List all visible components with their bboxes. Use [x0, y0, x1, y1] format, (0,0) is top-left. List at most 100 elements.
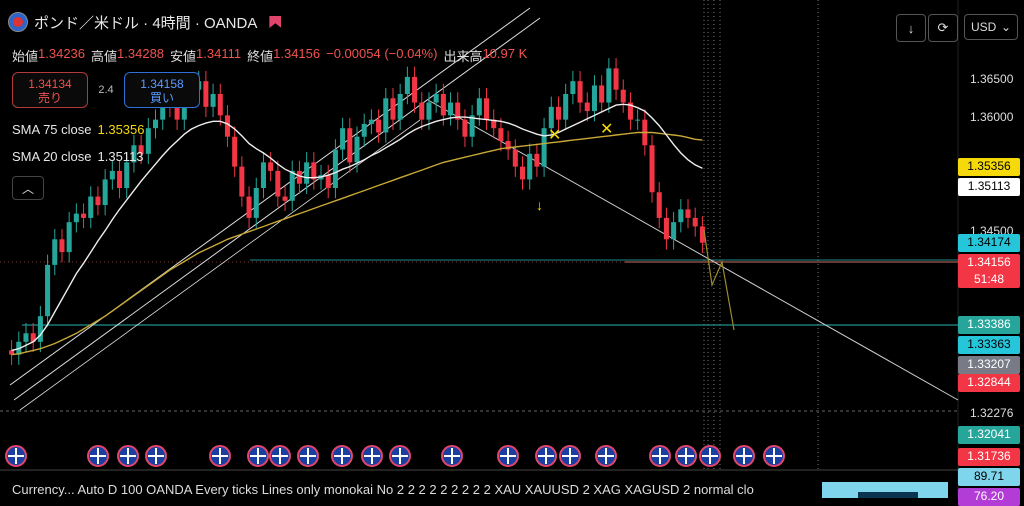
price-label: 1.31736	[958, 448, 1020, 466]
candle-body	[534, 153, 540, 167]
candle-body	[476, 98, 482, 116]
candle-body	[570, 81, 576, 94]
price-label: 1.35113	[958, 178, 1020, 196]
screenshot-button[interactable]: ⟳	[928, 14, 958, 42]
candle-body	[519, 166, 526, 180]
candle-body	[73, 213, 79, 223]
candle-body	[174, 106, 180, 120]
currency-select[interactable]: USD ⌄	[964, 14, 1018, 40]
candle-body	[282, 196, 288, 201]
indicator-panel-inner	[858, 492, 918, 498]
candle-body	[505, 141, 511, 150]
candle-body	[246, 196, 252, 218]
candle-body	[541, 128, 547, 167]
candle-body	[88, 196, 94, 218]
chart-header: ポンド／米ドル · 4時間 · OANDA	[8, 10, 282, 34]
candle-body	[117, 170, 123, 188]
candle-body	[347, 128, 353, 163]
price-label: 1.34174	[958, 234, 1020, 252]
candle-body	[304, 162, 310, 184]
sma20-name: SMA 20 close	[12, 149, 92, 164]
candle-body	[599, 85, 605, 103]
candle-body	[9, 350, 15, 355]
candle-body	[404, 76, 410, 94]
candle-body	[591, 85, 597, 112]
candle-body	[678, 209, 684, 223]
candle-body	[332, 149, 338, 188]
buy-label: 買い	[149, 91, 174, 105]
candle-body	[548, 106, 554, 129]
arrow-down-marker: ↓	[536, 197, 543, 213]
candle-body	[37, 316, 43, 342]
candle-body	[613, 68, 619, 90]
candle-body	[268, 162, 274, 171]
buy-button[interactable]: 1.34158 買い	[124, 72, 200, 108]
candle-body	[275, 170, 281, 197]
down-arrow-button[interactable]: ↓	[896, 14, 926, 42]
candle-body	[426, 102, 432, 120]
candle-body	[699, 226, 705, 243]
candle-body	[685, 209, 691, 218]
candle-body	[383, 98, 389, 133]
candle-body	[109, 170, 115, 180]
candle-body	[325, 175, 331, 188]
candle-body	[95, 196, 101, 206]
candle-body	[368, 119, 374, 124]
candle-body	[663, 217, 669, 240]
candle-body	[260, 162, 266, 188]
cross-marker: ✕	[600, 121, 613, 138]
candle-body	[577, 81, 583, 103]
chart-title[interactable]: ポンド／米ドル · 4時間 · OANDA	[34, 14, 258, 32]
candle-body	[433, 94, 439, 103]
sma20-value: 1.35113	[97, 149, 144, 164]
sell-button[interactable]: 1.34134 売り	[12, 72, 88, 108]
indicator-sma20[interactable]: SMA 20 close 1.35113	[12, 149, 144, 164]
axis-tick: 1.32276	[970, 406, 1014, 420]
trade-panel: 1.34134 売り 2.4 1.34158 買い	[12, 72, 200, 108]
volume-value: 10.97 K	[482, 46, 528, 61]
candle-body	[412, 76, 418, 103]
candle-body	[253, 188, 259, 218]
price-label: 1.32041	[958, 426, 1020, 444]
candle-body	[563, 94, 569, 120]
sma75-line	[11, 131, 703, 356]
candle-body	[649, 145, 655, 193]
currency-value: USD	[971, 20, 997, 34]
refresh-icon: ⟳	[937, 20, 949, 35]
price-label: 1.33363	[958, 336, 1020, 354]
collapse-legend-button[interactable]: ︿	[12, 176, 44, 200]
candle-body	[210, 94, 216, 107]
candle-body	[498, 128, 504, 141]
gbp-usd-symbol-icon	[8, 12, 28, 32]
candle-body	[440, 94, 446, 116]
candle-body	[152, 119, 159, 129]
low-label: 安値	[170, 49, 197, 64]
candle-body	[376, 119, 382, 133]
candle-body	[484, 98, 490, 120]
bottom-indicator-text: Currency... Auto D 100 OANDA Every ticks…	[12, 482, 754, 497]
candle-body	[203, 81, 209, 107]
trend-channel-line	[19, 119, 421, 411]
candle-body	[138, 145, 144, 154]
open-label: 始値	[12, 49, 39, 64]
projection-path	[703, 229, 735, 331]
candle-body	[555, 106, 562, 120]
candle-body	[30, 333, 36, 342]
candle-body	[448, 102, 454, 116]
candle-body	[469, 115, 475, 137]
candle-body	[340, 128, 346, 150]
candle-body	[620, 89, 626, 103]
candle-body	[462, 119, 468, 137]
cross-marker: ✕	[548, 127, 561, 144]
price-label: 76.20	[958, 488, 1020, 506]
candle-body	[671, 222, 677, 240]
candle-body	[59, 239, 65, 253]
flag-icon[interactable]	[269, 16, 282, 28]
candle-body	[131, 145, 137, 163]
candle-body	[102, 179, 108, 206]
candle-body	[527, 153, 533, 180]
price-label: 1.34156 51:48	[958, 254, 1020, 288]
chevron-up-icon: ︿	[21, 181, 34, 196]
chevron-down-icon: ⌄	[1000, 20, 1011, 34]
indicator-sma75[interactable]: SMA 75 close 1.35356	[12, 122, 145, 137]
